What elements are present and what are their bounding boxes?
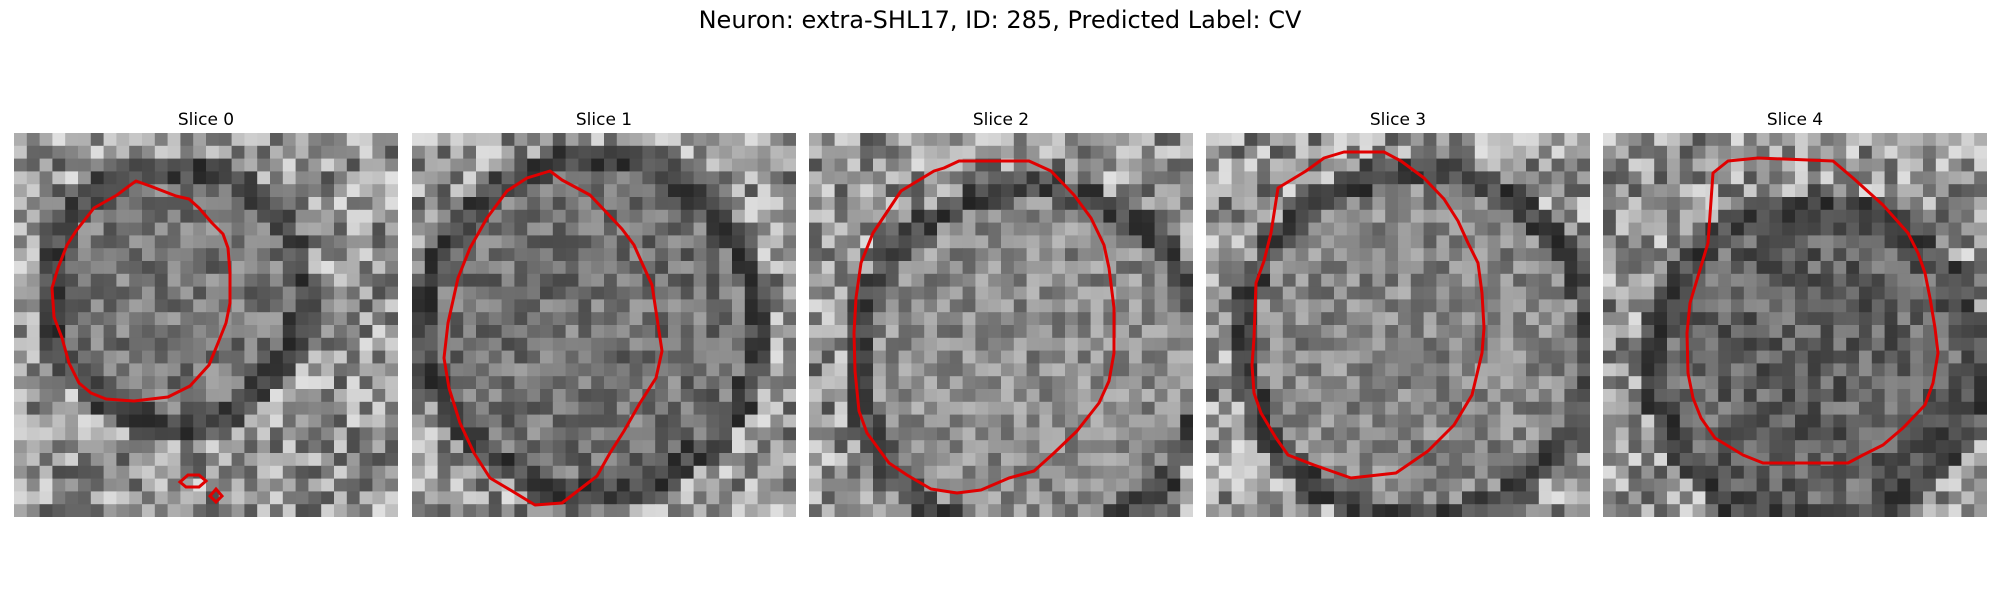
slice-1-image <box>412 133 796 517</box>
slice-2-image <box>809 133 1193 517</box>
slice-2-pixels <box>809 133 1193 517</box>
slice-3-panel <box>1206 133 1590 517</box>
slice-4-panel <box>1603 133 1987 517</box>
slice-3-contour <box>1250 150 1486 480</box>
slice-0-image <box>14 133 398 517</box>
slice-0-title: Slice 0 <box>177 110 235 130</box>
slice-3-image <box>1206 133 1590 517</box>
slice-1-contour <box>442 169 664 507</box>
slice-0-contour-fragment <box>177 473 209 489</box>
slice-0-contour-fragment <box>207 486 225 505</box>
slice-2-title: Slice 2 <box>972 110 1030 130</box>
slice-1-panel <box>412 133 796 517</box>
slice-0-contour <box>50 179 232 403</box>
slice-0-pixels <box>14 133 398 517</box>
slice-3-title: Slice 3 <box>1369 110 1427 130</box>
slice-4-contour <box>1685 156 1940 465</box>
figure-title: Neuron: extra-SHL17, ID: 285, Predicted … <box>698 6 1302 34</box>
slice-4-pixels <box>1603 133 1987 517</box>
slice-4-image <box>1603 133 1987 517</box>
slice-1-pixels <box>412 133 796 517</box>
slice-4-title: Slice 4 <box>1766 110 1824 130</box>
slice-0-panel <box>14 133 398 517</box>
slice-2-panel <box>809 133 1193 517</box>
slice-1-title: Slice 1 <box>575 110 633 130</box>
slice-2-contour <box>852 159 1116 495</box>
slice-3-pixels <box>1206 133 1590 517</box>
